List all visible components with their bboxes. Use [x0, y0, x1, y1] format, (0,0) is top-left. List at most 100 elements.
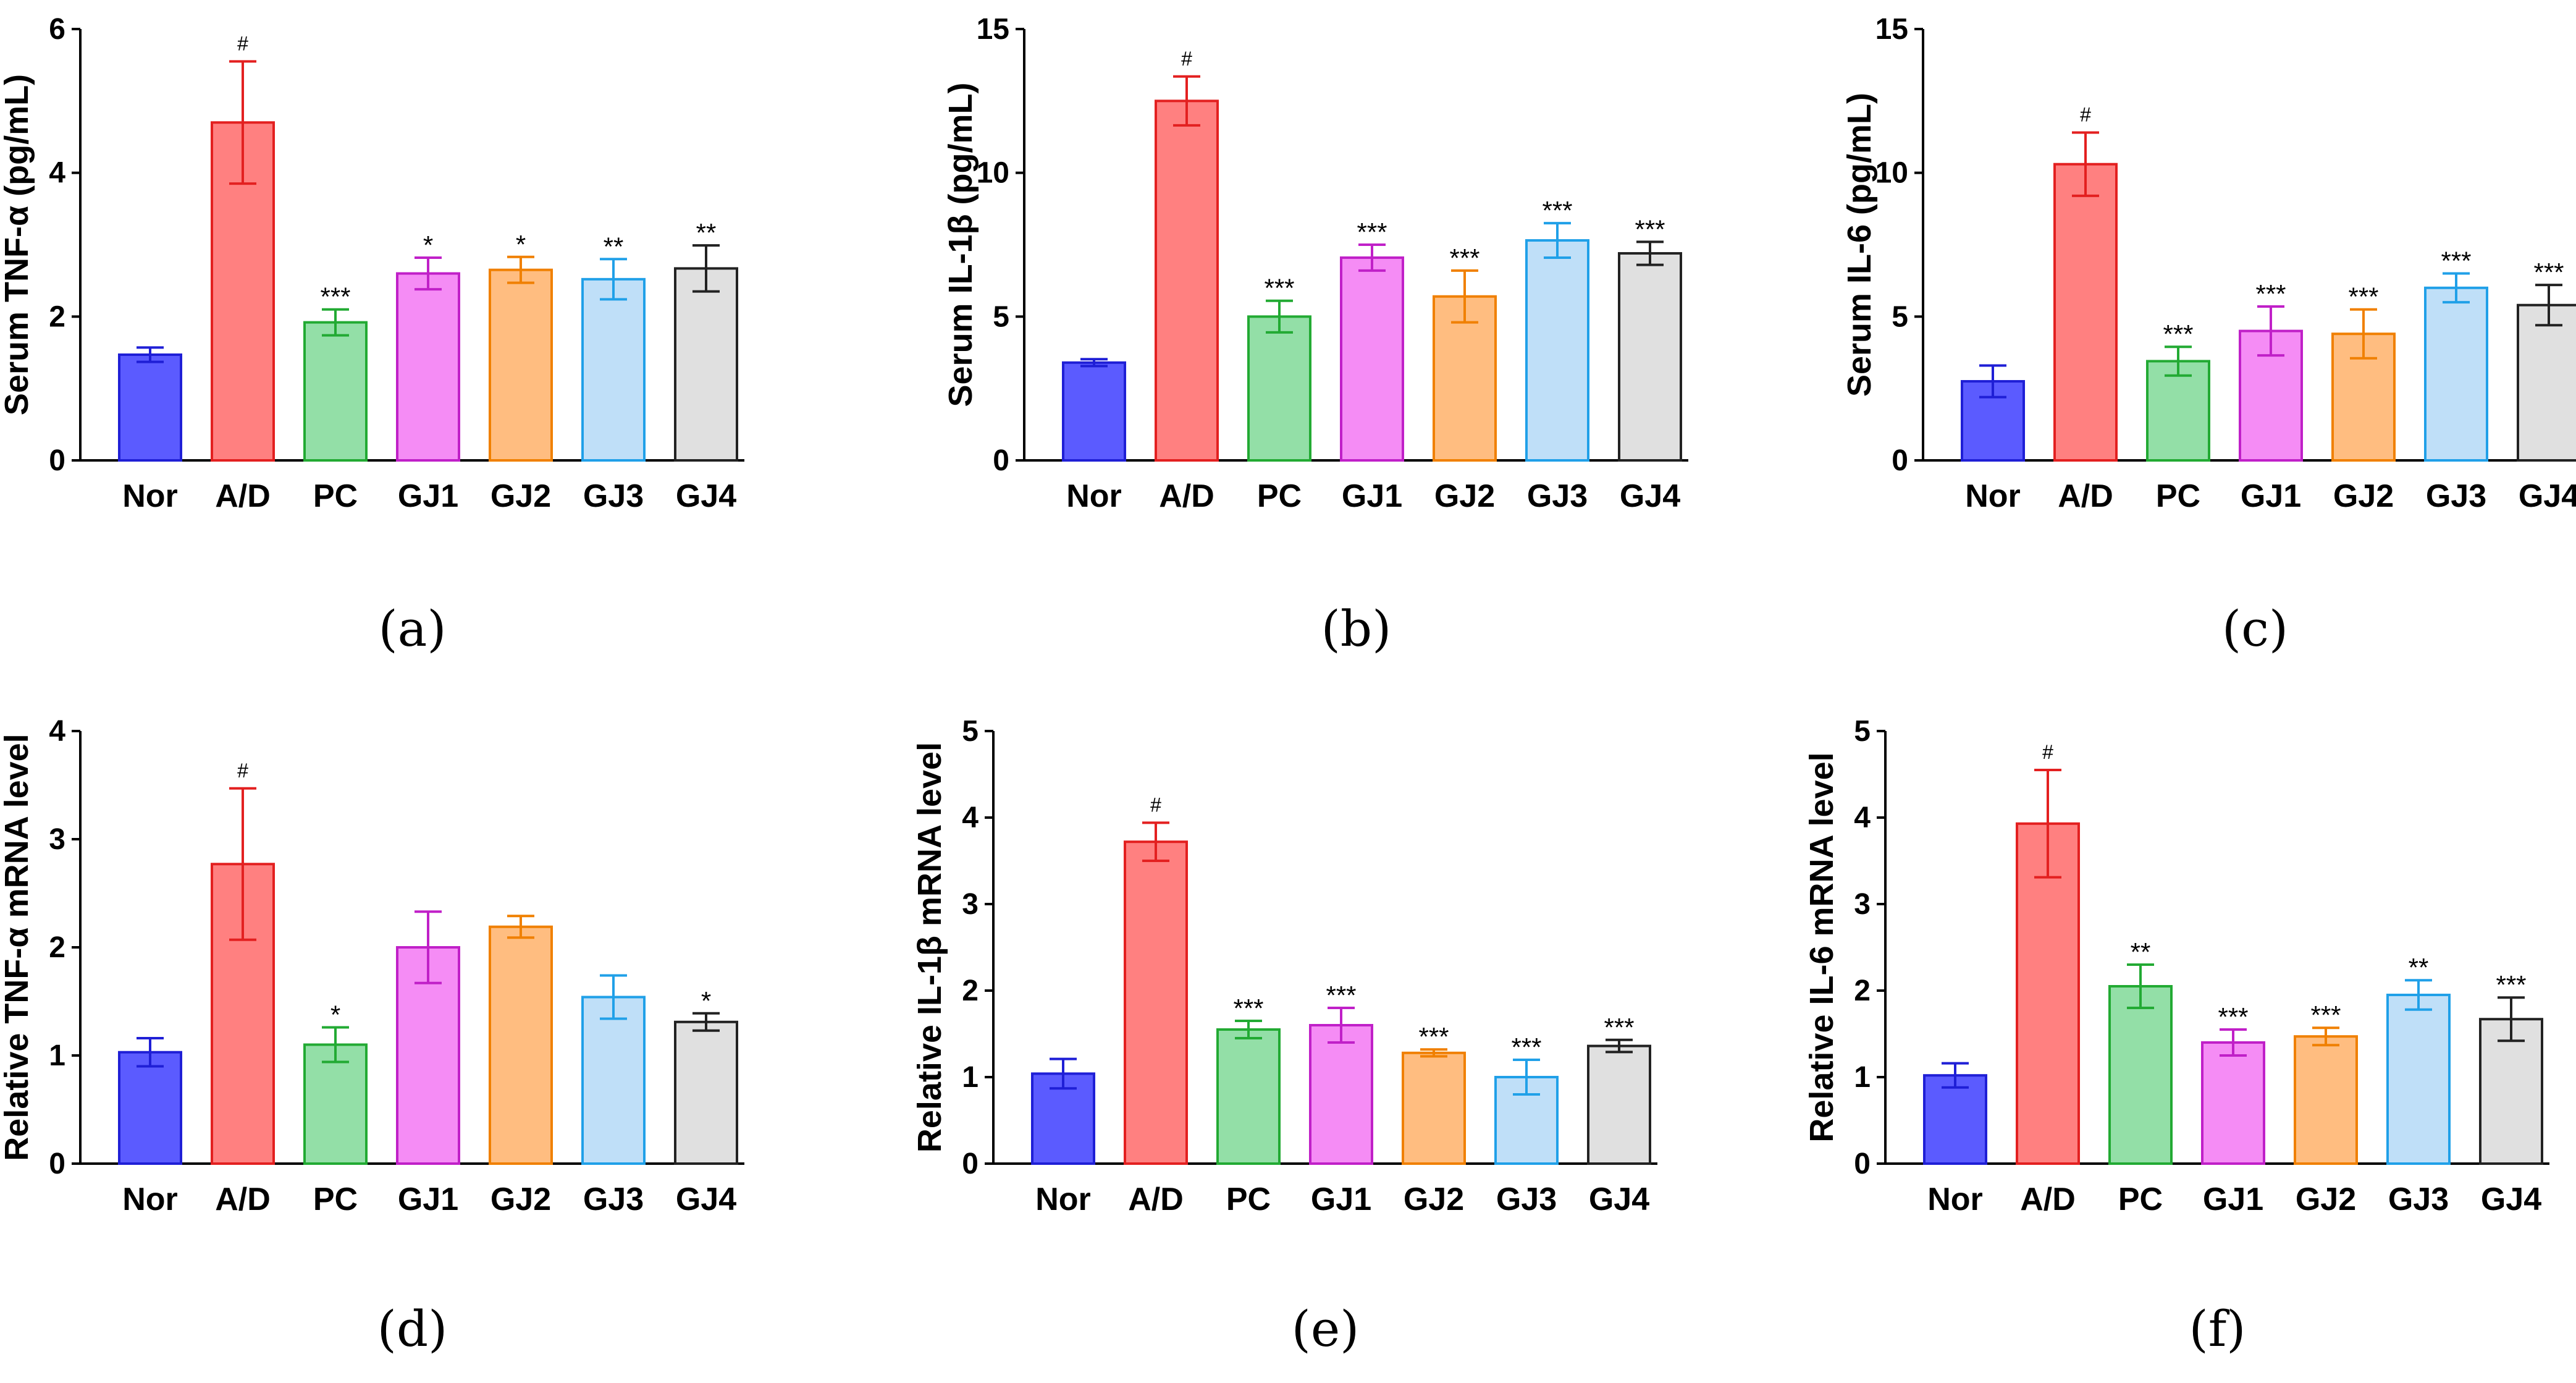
significance-stars: ***	[1604, 1013, 1634, 1042]
bar-gj4	[674, 267, 738, 462]
y-axis-title: Relative IL-1β mRNA level	[911, 742, 948, 1152]
y-tick-label: 0	[993, 444, 1009, 477]
significance-stars: *	[330, 1000, 340, 1030]
bar-gj3	[2386, 994, 2451, 1165]
y-tick-label: 4	[1854, 801, 1871, 834]
x-tick-label: GJ1	[398, 1182, 458, 1217]
bar-gj2	[2294, 1035, 2358, 1165]
significance-stars: ***	[1233, 994, 1263, 1023]
y-tick-label: 3	[1854, 888, 1871, 921]
x-tick-label: GJ3	[1496, 1182, 1557, 1217]
y-tick-label: 5	[1892, 300, 1908, 333]
bar-gj3	[2424, 286, 2488, 462]
x-tick-label: PC	[2118, 1182, 2163, 1217]
x-tick-label: GJ3	[583, 478, 644, 514]
significance-stars: ***	[2255, 279, 2286, 308]
bar-gj2	[489, 268, 553, 462]
y-axis-title: Relative TNF-α mRNA level	[0, 734, 35, 1161]
x-tick-label: PC	[2156, 478, 2200, 514]
significance-stars: ***	[1635, 214, 1665, 243]
bar-gj4	[1587, 1044, 1651, 1165]
significance-stars: *	[423, 230, 433, 260]
chart-panel-6: 0 1 2 3 4 5 Relative IL-6 mRNA level Nor # A/D ** P…	[1803, 715, 2549, 1358]
significance-stars: ***	[1326, 981, 1356, 1010]
y-tick-label: 0	[1854, 1148, 1871, 1180]
significance-stars: ***	[1418, 1022, 1449, 1051]
x-tick-label: A/D	[2058, 478, 2113, 514]
x-tick-label: Nor	[122, 478, 178, 514]
bar-gj1	[2201, 1041, 2265, 1165]
y-tick-label: 5	[962, 715, 979, 748]
x-tick-label: GJ4	[1589, 1182, 1649, 1217]
x-tick-label: Nor	[1035, 1182, 1091, 1217]
significance-stars: ***	[1357, 218, 1387, 247]
bar-gj4	[674, 1020, 738, 1165]
bar-gj4	[2517, 303, 2576, 462]
significance-stars: ***	[1264, 274, 1294, 303]
x-tick-label: A/D	[215, 478, 271, 514]
y-tick-label: 15	[977, 13, 1009, 46]
x-tick-label: GJ2	[1434, 478, 1495, 514]
y-tick-label: 1	[1854, 1061, 1871, 1094]
significance-hash: #	[1150, 793, 1161, 816]
bar-ad	[1124, 840, 1188, 1165]
panel-label: (d)	[377, 1300, 448, 1358]
y-tick-label: 0	[1892, 444, 1908, 477]
significance-stars: *	[701, 986, 711, 1015]
x-tick-label: Nor	[1965, 478, 2021, 514]
x-tick-label: GJ1	[2241, 478, 2301, 514]
significance-stars: *	[516, 230, 526, 259]
y-tick-label: 10	[977, 157, 1009, 190]
y-tick-label: 2	[962, 975, 979, 1007]
y-axis-title: Serum IL-1β (pg/mL)	[942, 83, 979, 407]
significance-stars: ***	[1542, 196, 1572, 225]
bar-nor	[118, 1051, 182, 1165]
x-tick-label: GJ2	[490, 478, 551, 514]
x-tick-label: GJ1	[1342, 478, 1402, 514]
significance-stars: ***	[2218, 1002, 2248, 1031]
significance-stars: **	[604, 232, 624, 261]
x-tick-label: PC	[313, 1182, 358, 1217]
x-tick-label: GJ3	[583, 1182, 644, 1217]
chart-panel-4: 0 1 2 3 4 Relative TNF-α mRNA level Nor # A/D * PC…	[0, 715, 744, 1358]
bar-nor	[118, 353, 182, 462]
significance-stars: ***	[320, 282, 350, 311]
x-tick-label: GJ3	[2388, 1182, 2449, 1217]
x-tick-label: A/D	[1128, 1182, 1184, 1217]
y-tick-label: 1	[962, 1061, 979, 1094]
bar-pc	[1247, 315, 1311, 462]
x-tick-label: PC	[313, 478, 358, 514]
y-axis-title: Serum TNF-α (pg/mL)	[0, 74, 35, 415]
chart-panel-2: 0 5 10 15 Serum IL-1β (pg/mL) Nor # A/D *** PC ***…	[942, 13, 1688, 658]
y-tick-label: 4	[962, 801, 979, 834]
significance-stars: ***	[2163, 319, 2193, 349]
significance-stars: ***	[2310, 1000, 2341, 1030]
bar-gj1	[396, 272, 460, 462]
y-tick-label: 1	[49, 1039, 65, 1072]
bar-ad	[1155, 99, 1219, 462]
y-tick-label: 4	[49, 715, 65, 748]
panel-label: (e)	[1292, 1300, 1360, 1358]
x-tick-label: GJ1	[398, 478, 458, 514]
x-tick-label: GJ4	[676, 1182, 736, 1217]
bar-pc	[2108, 985, 2173, 1165]
chart-panel-5: 0 1 2 3 4 5 Relative IL-1β mRNA level Nor # A/D **…	[911, 715, 1657, 1358]
significance-stars: ***	[2533, 258, 2564, 287]
y-tick-label: 15	[1875, 13, 1908, 46]
x-tick-label: GJ1	[2203, 1182, 2263, 1217]
y-tick-label: 2	[1854, 975, 1871, 1007]
bar-pc	[303, 321, 368, 462]
x-tick-label: GJ2	[1404, 1182, 1464, 1217]
panel-label: (b)	[1321, 600, 1392, 658]
significance-stars: **	[2409, 953, 2429, 982]
y-tick-label: 0	[962, 1148, 979, 1180]
x-tick-label: Nor	[122, 1182, 178, 1217]
x-tick-label: PC	[1226, 1182, 1271, 1217]
x-tick-label: GJ3	[1527, 478, 1588, 514]
significance-stars: ***	[1449, 243, 1480, 273]
y-tick-label: 6	[49, 13, 65, 46]
panel-label: (a)	[378, 600, 446, 658]
y-tick-label: 2	[49, 931, 65, 964]
x-tick-label: Nor	[1066, 478, 1122, 514]
